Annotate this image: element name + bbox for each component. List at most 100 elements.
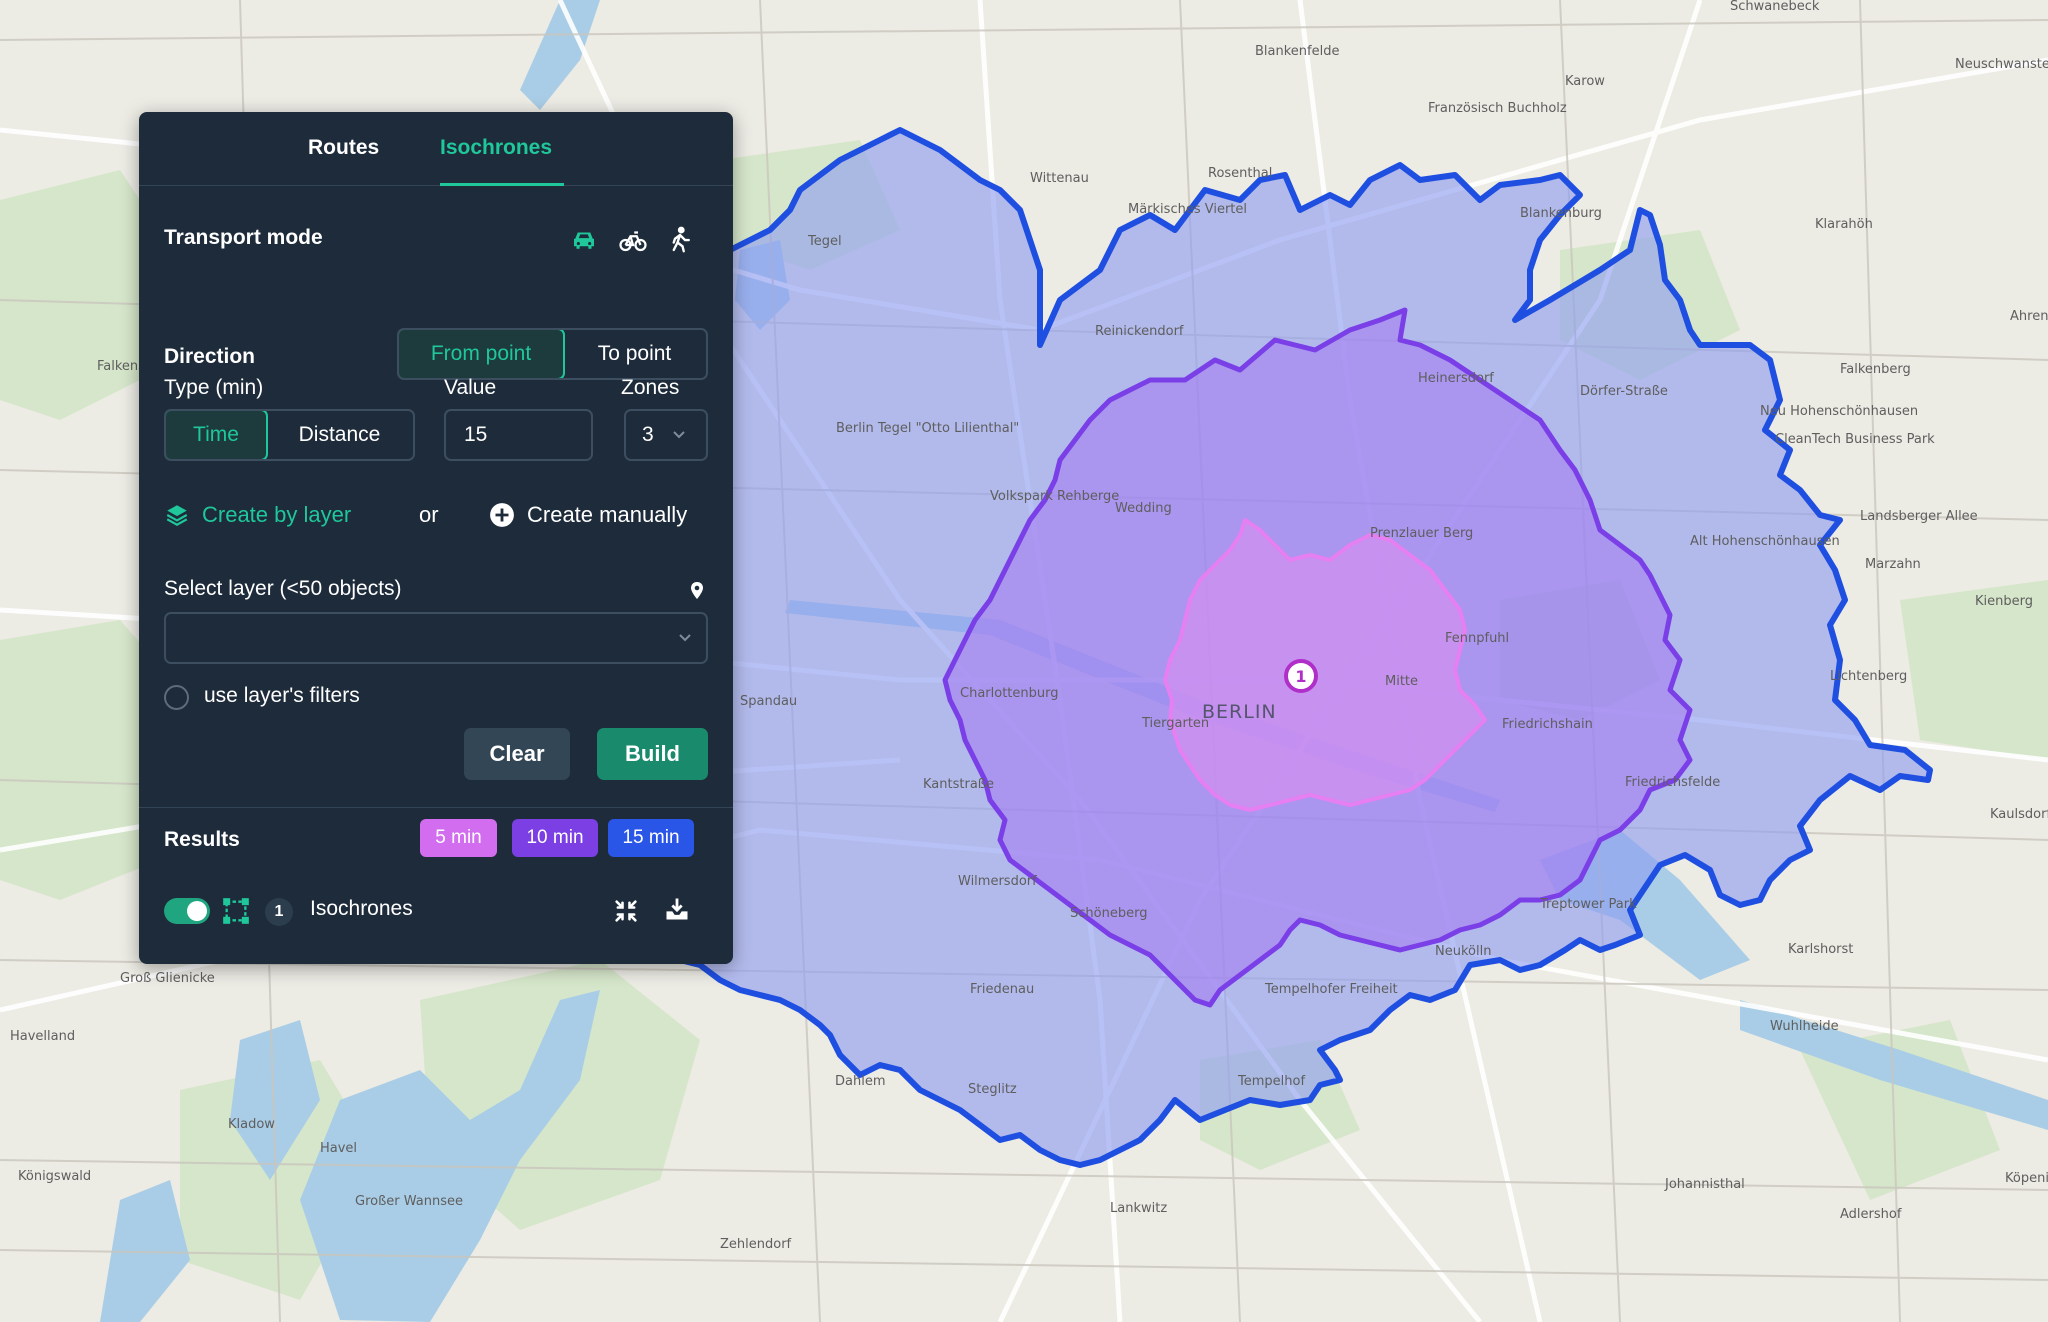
selection-frame-icon[interactable] — [222, 897, 250, 925]
badge-15min: 15 min — [608, 819, 694, 857]
divider — [139, 807, 733, 808]
map-label-8: Blankenburg — [1520, 206, 1602, 221]
map-label-54: CleanTech Business Park — [1775, 432, 1935, 447]
plus-circle-icon — [490, 503, 514, 527]
map-label-47: Marzahn — [1865, 557, 1921, 572]
use-filters-checkbox[interactable] — [164, 685, 189, 710]
results-label: Results — [164, 828, 240, 851]
map-label-42: Zehlendorf — [720, 1237, 792, 1252]
tab-isochrones[interactable]: Isochrones — [440, 136, 553, 159]
map-label-12: Heinersdorf — [1418, 371, 1494, 386]
result-count: 1 — [265, 898, 293, 926]
map-label-24: Fennpfuhl — [1445, 631, 1509, 646]
map-label-13: Falkenberg — [1840, 362, 1911, 377]
tab-active-indicator — [440, 183, 564, 186]
direction-toggle: From point To point — [397, 328, 708, 380]
transport-mode-label: Transport mode — [164, 226, 323, 249]
map-label-57: Landsberger Allee — [1860, 509, 1978, 524]
chevron-down-icon — [679, 634, 691, 642]
from-point-button[interactable]: From point — [399, 330, 565, 378]
isochrones-panel: Routes Isochrones Transport mode Directi… — [139, 112, 733, 964]
create-manually-button[interactable]: Create manually — [489, 502, 687, 528]
map-label-23: Friedrichshain — [1502, 717, 1593, 732]
isochrone-5min — [1163, 518, 1487, 812]
map-label-31: Karlshorst — [1788, 942, 1853, 957]
map-label-10: Tegel — [807, 234, 842, 249]
map-label-9: Klarahöh — [1815, 217, 1873, 232]
map-label-35: Dahlem — [835, 1074, 886, 1089]
walk-icon[interactable] — [665, 225, 695, 255]
map-label-51: Köpenick — [2005, 1171, 2048, 1186]
create-by-layer-button[interactable]: Create by layer — [164, 502, 351, 528]
badge-10min: 10 min — [512, 819, 598, 857]
map-label-44: Johannisthal — [1664, 1177, 1745, 1192]
map-label-50: Kaulsdorf — [1990, 807, 2048, 822]
map-label-34: Tempelhof — [1237, 1074, 1305, 1089]
use-filters-label: use layer's filters — [204, 684, 360, 707]
map-label-43: Lankwitz — [1110, 1201, 1167, 1216]
value-label: Value — [444, 376, 497, 399]
map-label-17: Wedding — [1115, 501, 1172, 516]
map-label-5: Wittenau — [1030, 171, 1089, 186]
map-label-32: Friedenau — [970, 982, 1034, 997]
map-label-19: Alt Hohenschönhausen — [1690, 534, 1840, 549]
zones-value: 3 — [642, 423, 654, 446]
map-label-41: Groß Glienicke — [120, 971, 215, 986]
zones-label: Zones — [621, 376, 680, 399]
map-label-55: Lichtenberg — [1830, 669, 1907, 684]
or-text: or — [419, 502, 439, 527]
zones-select[interactable]: 3 — [624, 409, 708, 461]
map-label-39: Großer Wannsee — [355, 1194, 463, 1209]
build-button[interactable]: Build — [597, 728, 708, 780]
select-layer-dropdown[interactable] — [164, 612, 708, 664]
badge-5min: 5 min — [420, 819, 497, 857]
map-label-15: Berlin Tegel "Otto Lilienthal" — [836, 421, 1019, 436]
map-label-38: Havel — [320, 1141, 357, 1156]
map-label-20: Charlottenburg — [960, 686, 1058, 701]
clear-button[interactable]: Clear — [464, 728, 570, 780]
value-input[interactable]: 15 — [444, 409, 593, 461]
marker-label: 1 — [1295, 667, 1306, 686]
create-manually-label: Create manually — [527, 502, 688, 527]
zoom-to-fit-icon[interactable] — [612, 897, 640, 925]
toggle-knob — [187, 901, 207, 921]
badge-10min-label: 10 min — [526, 827, 584, 848]
map-label-49: Ahrensfelde — [2010, 309, 2048, 324]
map-label-37: Kladow — [228, 1117, 275, 1132]
map-label-18: Prenzlauer Berg — [1370, 526, 1473, 541]
car-icon[interactable] — [569, 225, 599, 255]
tab-routes[interactable]: Routes — [308, 136, 380, 159]
time-button[interactable]: Time — [166, 411, 268, 459]
map-label-25: Kantstraße — [923, 777, 994, 792]
create-by-layer-label: Create by layer — [202, 502, 352, 527]
map-label-0: Schwanebeck — [1730, 0, 1820, 14]
chevron-down-icon — [673, 431, 685, 439]
pin-icon — [691, 582, 703, 599]
visibility-toggle[interactable] — [164, 898, 210, 924]
type-toggle: Time Distance — [164, 409, 415, 461]
map-label-26: Friedrichsfelde — [1625, 775, 1720, 790]
select-layer-label: Select layer (<50 objects) — [164, 577, 402, 600]
place-labels: Schwanebeck Neuschwanstein Blankenfelde … — [10, 0, 2048, 1252]
map-label-27: Wilmersdorf — [958, 874, 1037, 889]
panel-tabs: Routes Isochrones — [139, 112, 733, 186]
bicycle-icon[interactable] — [618, 225, 648, 255]
map-center-label: BERLIN — [1202, 701, 1277, 723]
map-label-45: Adlershof — [1840, 1207, 1902, 1222]
badge-15min-label: 15 min — [622, 827, 680, 848]
map-label-11: Reinickendorf — [1095, 324, 1184, 339]
map-label-22: Mitte — [1385, 674, 1418, 689]
distance-button[interactable]: Distance — [298, 423, 381, 446]
download-icon[interactable] — [663, 895, 691, 923]
map-label-2: Blankenfelde — [1255, 44, 1339, 59]
to-point-button[interactable]: To point — [597, 342, 672, 365]
isochrone-origin-marker[interactable]: 1 — [1284, 659, 1318, 693]
map-label-36: Steglitz — [968, 1082, 1017, 1097]
map-label-6: Rosenthal — [1208, 166, 1272, 181]
map-label-16: Volkspark Rehberge — [990, 489, 1119, 504]
map-label-29: Neukölln — [1435, 944, 1491, 959]
direction-label: Direction — [164, 345, 256, 368]
map-label-30: Treptower Park — [1539, 897, 1637, 912]
map-label-40: Königswald — [18, 1169, 91, 1184]
